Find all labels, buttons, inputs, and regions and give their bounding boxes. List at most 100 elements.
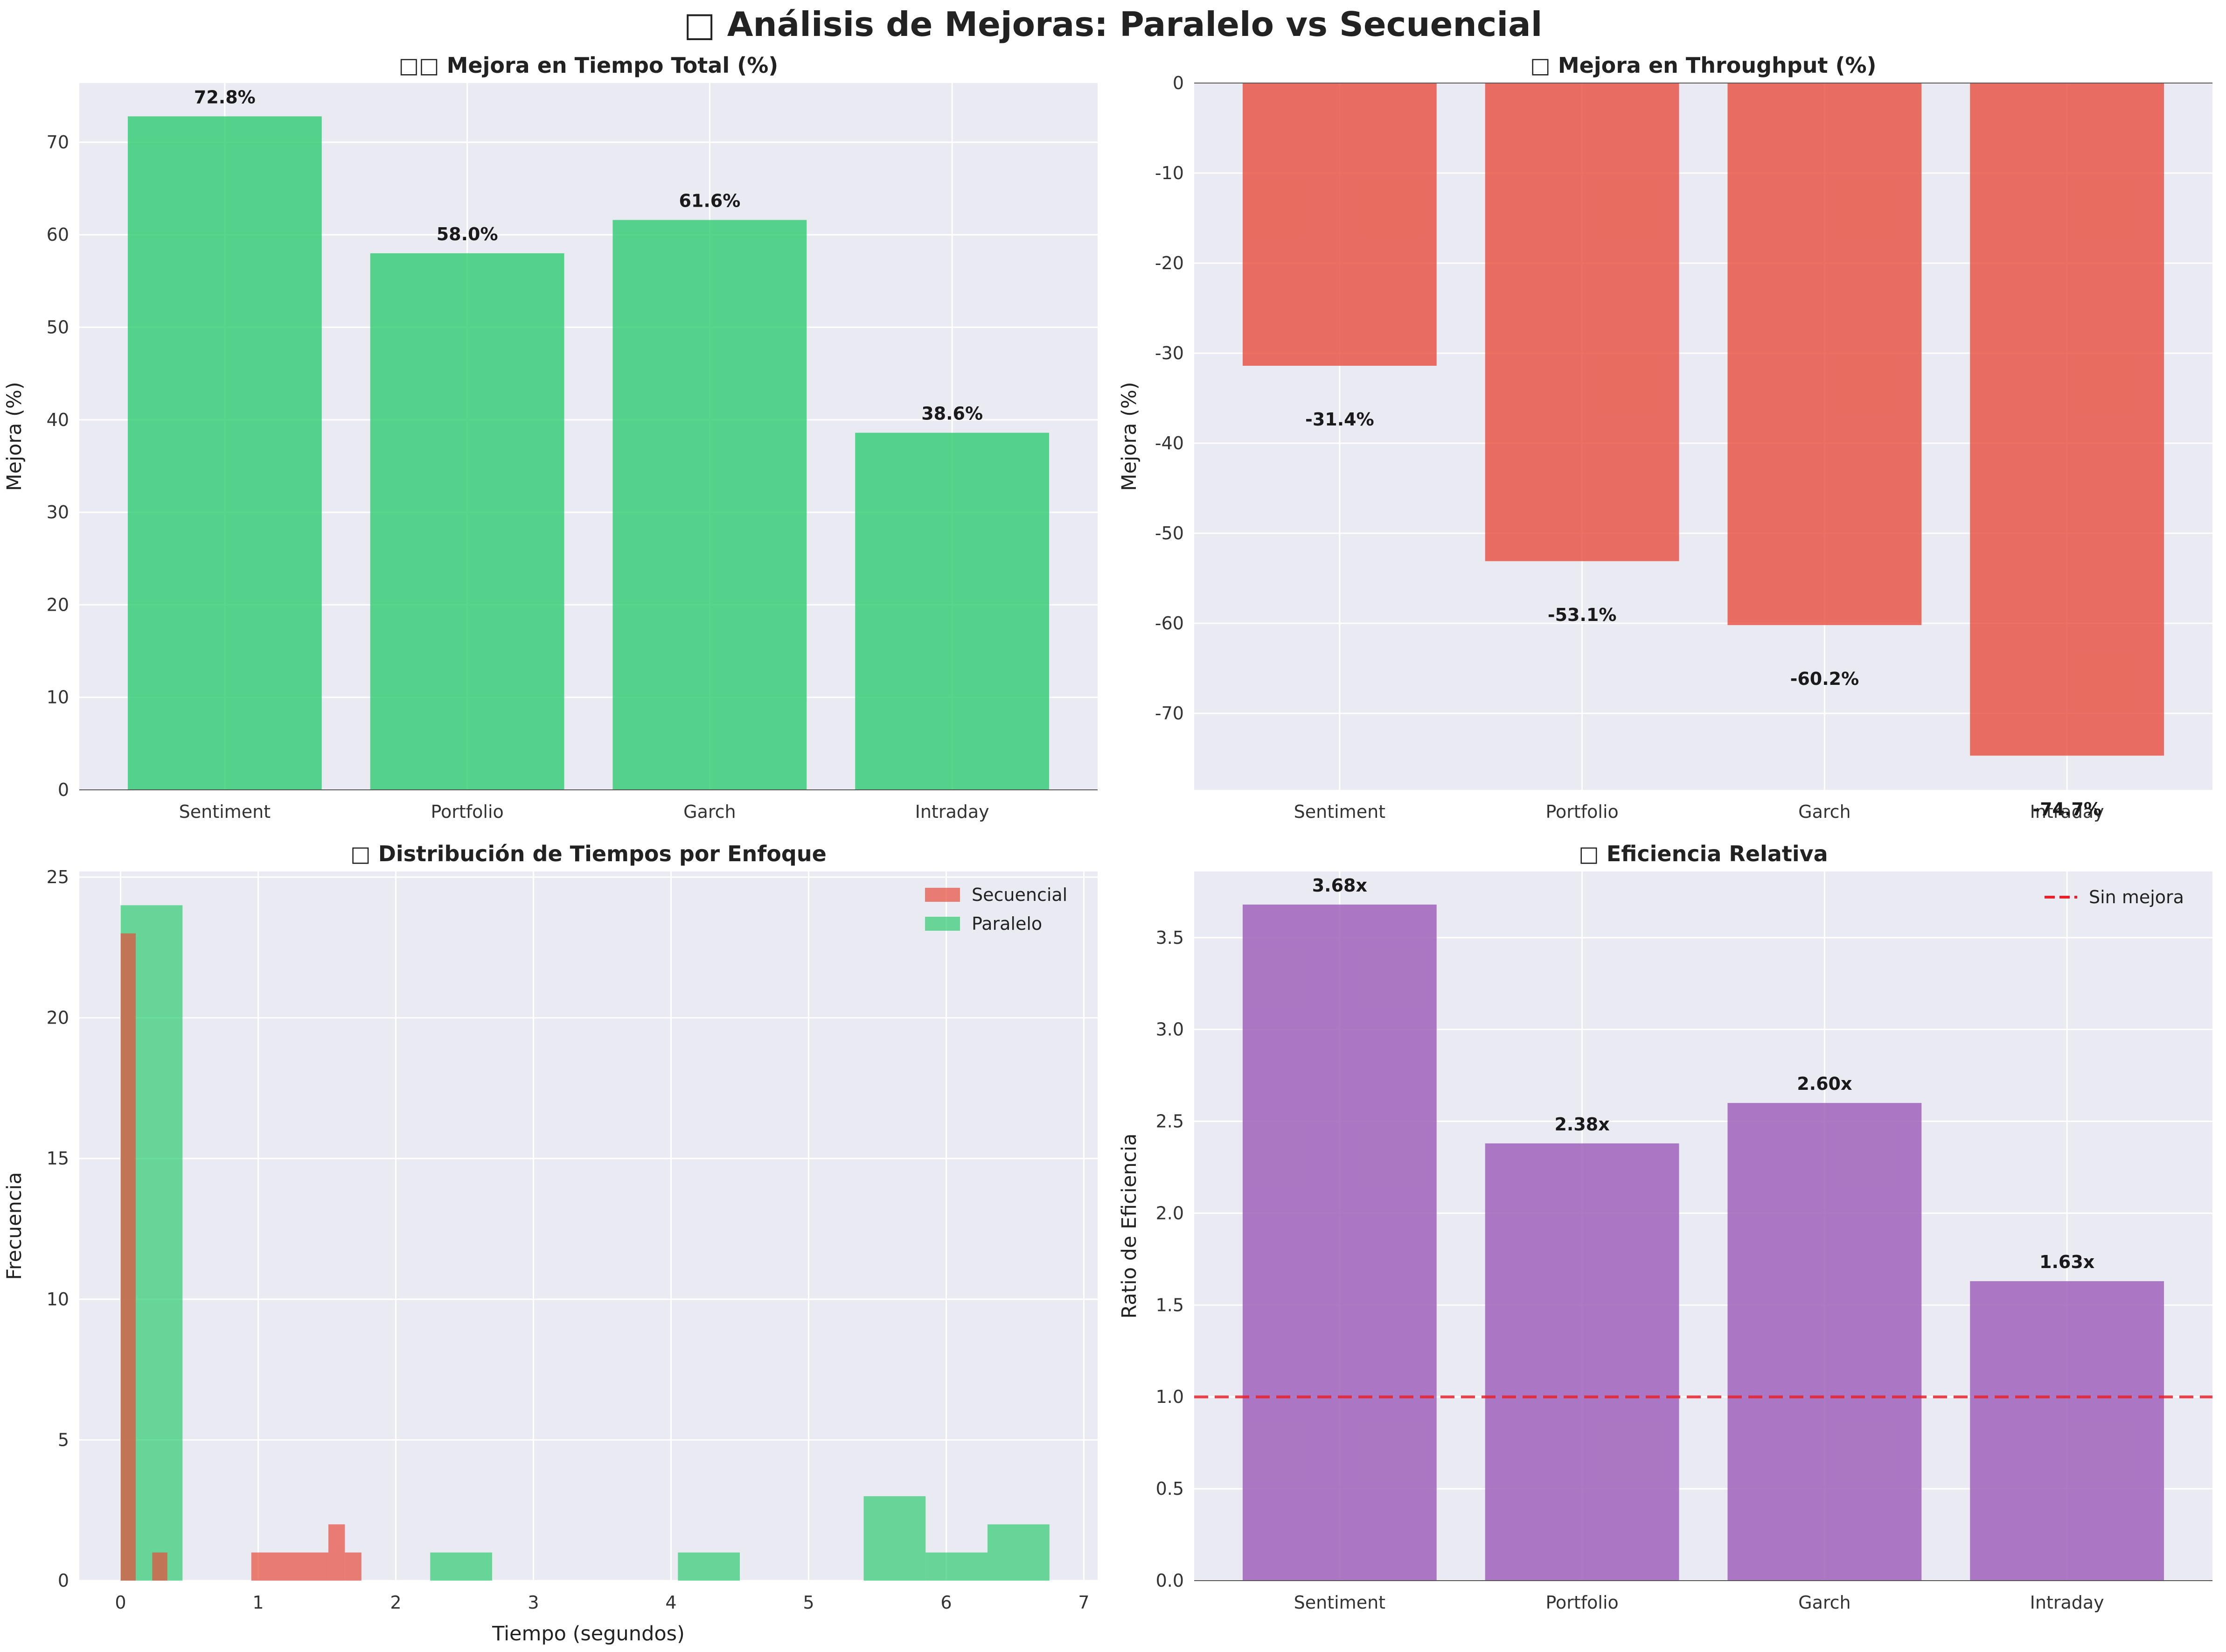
- bar-sentiment: [1242, 904, 1437, 1581]
- hist-bar-secuencial: [120, 933, 136, 1581]
- bar-garch: [612, 220, 807, 790]
- legend-label: Secuencial: [972, 885, 1067, 905]
- y-tick-label: 0.5: [1156, 1478, 1184, 1499]
- x-tick-label: 2: [390, 1592, 401, 1613]
- y-tick-label: -40: [1155, 433, 1184, 453]
- chart-title: □ Mejora en Throughput (%): [1530, 53, 1876, 78]
- data-label: -53.1%: [1548, 605, 1617, 625]
- x-tick-label: Intraday: [2030, 1592, 2104, 1613]
- chart-title: □ Eficiencia Relativa: [1579, 841, 1828, 866]
- y-tick-label: 1.0: [1156, 1387, 1184, 1407]
- y-tick-label: -60: [1155, 613, 1184, 634]
- data-label: -31.4%: [1305, 409, 1374, 430]
- hist-bar-secuencial: [328, 1524, 345, 1581]
- bar-intraday: [1970, 83, 2164, 756]
- hist-bar-paralelo: [925, 1552, 988, 1581]
- y-tick-label: 2.5: [1156, 1111, 1184, 1132]
- x-tick-label: 1: [252, 1592, 264, 1613]
- y-axis-label: Frecuencia: [3, 1172, 26, 1280]
- hist-bar-secuencial: [251, 1552, 328, 1581]
- x-tick-label: 7: [1078, 1592, 1089, 1613]
- x-tick-label: Portfolio: [1545, 1592, 1618, 1613]
- x-tick-label: Garch: [1798, 1592, 1851, 1613]
- hist-bar-paralelo: [678, 1552, 740, 1581]
- y-tick-label: -50: [1155, 523, 1184, 544]
- y-tick-label: 3.5: [1156, 927, 1184, 948]
- hist-bar-secuencial: [152, 1552, 167, 1581]
- y-tick-label: 15: [47, 1148, 69, 1169]
- x-tick-label: Garch: [683, 802, 736, 822]
- data-label: -74.7%: [2032, 799, 2101, 820]
- y-tick-label: 0: [58, 1570, 69, 1591]
- y-tick-label: -30: [1155, 343, 1184, 363]
- bar-sentiment: [1242, 83, 1437, 366]
- chart-title: □ Distribución de Tiempos por Enfoque: [350, 841, 827, 866]
- x-tick-label: Intraday: [2030, 802, 2104, 822]
- data-label: 38.6%: [921, 404, 983, 424]
- figure-title: □ Análisis de Mejoras: Paralelo vs Secue…: [683, 5, 1543, 44]
- data-label: 58.0%: [437, 224, 498, 244]
- y-tick-label: -70: [1155, 703, 1184, 724]
- y-tick-label: 50: [47, 317, 69, 338]
- y-tick-label: 70: [47, 132, 69, 153]
- legend-swatch: [925, 888, 960, 902]
- bar-intraday: [1970, 1281, 2164, 1581]
- y-tick-label: 0: [58, 780, 69, 800]
- bar-garch: [1727, 1103, 1922, 1581]
- data-label: 2.38x: [1554, 1114, 1609, 1135]
- x-tick-label: Intraday: [915, 802, 989, 822]
- hist-bar-secuencial: [345, 1552, 362, 1581]
- data-label: 1.63x: [2039, 1252, 2094, 1272]
- bar-portfolio: [1485, 1143, 1679, 1581]
- y-tick-label: 10: [47, 687, 69, 708]
- x-axis-label: Tiempo (segundos): [492, 1622, 685, 1645]
- y-tick-label: 10: [47, 1289, 69, 1310]
- legend-label: Paralelo: [972, 913, 1042, 934]
- data-label: 61.6%: [679, 190, 740, 211]
- y-tick-label: 3.0: [1156, 1019, 1184, 1040]
- x-tick-label: Sentiment: [1294, 802, 1385, 822]
- x-tick-label: 5: [803, 1592, 814, 1613]
- bar-garch: [1727, 83, 1922, 625]
- y-tick-label: 20: [47, 594, 69, 615]
- y-tick-label: 5: [58, 1429, 69, 1450]
- data-label: 3.68x: [1312, 875, 1367, 896]
- x-tick-label: Sentiment: [179, 802, 271, 822]
- x-tick-label: Portfolio: [1545, 802, 1618, 822]
- x-tick-label: Sentiment: [1294, 1592, 1385, 1613]
- bar-portfolio: [1485, 83, 1679, 561]
- y-tick-label: 20: [47, 1008, 69, 1028]
- y-tick-label: 25: [47, 867, 69, 887]
- hist-bar-paralelo: [430, 1552, 492, 1581]
- y-tick-label: 1.5: [1156, 1295, 1184, 1315]
- y-tick-label: 0: [1173, 73, 1184, 93]
- y-tick-label: 60: [47, 224, 69, 245]
- legend-label: Sin mejora: [2089, 887, 2184, 907]
- data-label: 72.8%: [194, 87, 256, 107]
- x-tick-label: Portfolio: [431, 802, 503, 822]
- x-tick-label: 3: [528, 1592, 539, 1613]
- x-tick-label: 0: [115, 1592, 126, 1613]
- y-tick-label: -20: [1155, 253, 1184, 273]
- legend-swatch: [925, 917, 960, 931]
- y-tick-label: -10: [1155, 163, 1184, 183]
- y-tick-label: 30: [47, 502, 69, 523]
- chart-title: □□ Mejora en Tiempo Total (%): [399, 53, 779, 78]
- y-axis-label: Mejora (%): [1118, 382, 1141, 491]
- x-tick-label: Garch: [1798, 802, 1851, 822]
- data-label: -60.2%: [1790, 669, 1859, 689]
- y-axis-label: Mejora (%): [3, 382, 26, 491]
- y-tick-label: 40: [47, 410, 69, 430]
- hist-bar-paralelo: [863, 1496, 926, 1581]
- y-tick-label: 0.0: [1156, 1570, 1184, 1591]
- hist-bar-paralelo: [988, 1524, 1050, 1581]
- bar-sentiment: [127, 116, 322, 790]
- bar-portfolio: [370, 253, 564, 790]
- y-tick-label: 2.0: [1156, 1203, 1184, 1223]
- x-tick-label: 6: [940, 1592, 952, 1613]
- x-tick-label: 4: [665, 1592, 676, 1613]
